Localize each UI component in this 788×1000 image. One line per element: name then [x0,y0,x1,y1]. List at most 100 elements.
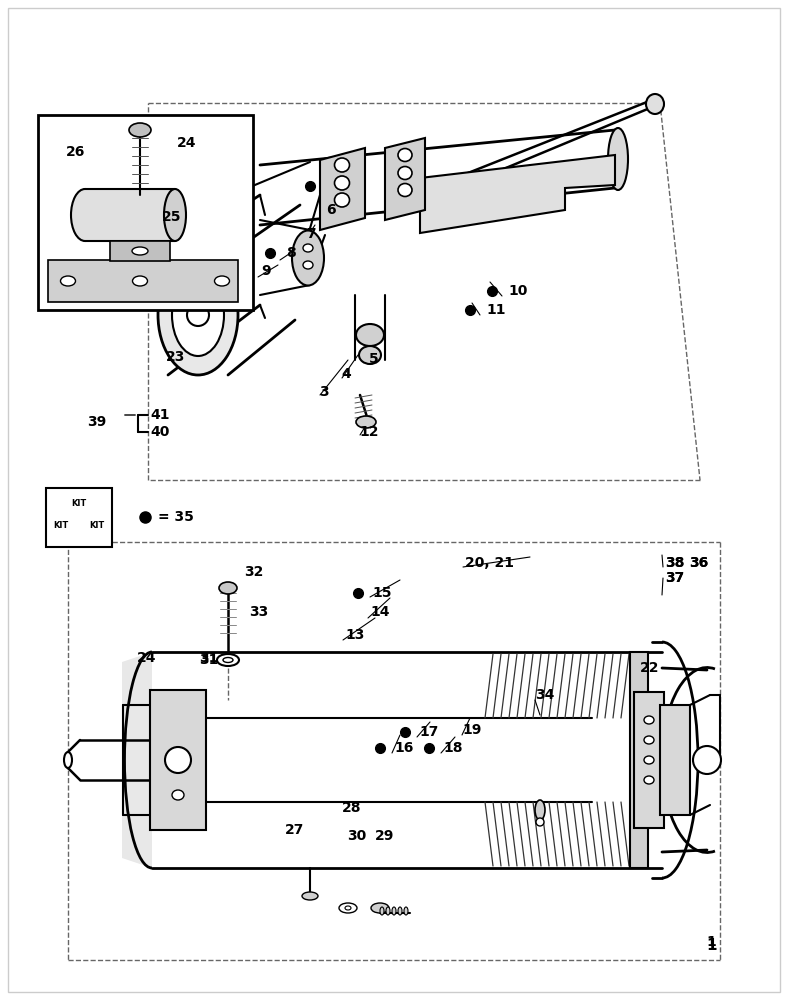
Text: 25: 25 [162,210,181,224]
Ellipse shape [61,276,76,286]
Bar [630,652,648,868]
Ellipse shape [303,244,313,252]
Text: 15: 15 [372,586,392,600]
Ellipse shape [386,907,390,915]
Text: 38: 38 [665,556,684,570]
Text: 1: 1 [706,938,716,952]
Text: 31: 31 [199,653,218,667]
Text: 28: 28 [342,801,362,815]
Polygon shape [320,148,365,230]
Text: 31: 31 [199,651,218,665]
Polygon shape [420,155,615,233]
Ellipse shape [398,907,402,915]
Bar [150,690,206,830]
Text: 20, 21: 20, 21 [465,556,514,570]
Text: 19: 19 [462,723,481,737]
Text: KIT: KIT [72,499,87,508]
Text: 41: 41 [150,408,169,422]
Ellipse shape [345,906,351,910]
Ellipse shape [646,94,664,114]
Ellipse shape [292,231,324,286]
Ellipse shape [535,800,545,820]
Ellipse shape [359,346,381,364]
Text: 17: 17 [419,725,438,739]
Ellipse shape [334,176,350,190]
Ellipse shape [398,166,412,180]
Ellipse shape [334,193,350,207]
Ellipse shape [64,752,72,768]
Text: KIT: KIT [54,520,69,530]
Text: 24: 24 [137,651,157,665]
Bar [48,260,238,302]
Ellipse shape [132,247,148,255]
Ellipse shape [303,261,313,269]
Text: 22: 22 [640,661,660,675]
Ellipse shape [339,903,357,913]
Ellipse shape [404,907,408,915]
Text: 8: 8 [286,246,296,260]
Bar [110,241,170,261]
Ellipse shape [608,128,628,190]
Text: = 35: = 35 [158,510,194,524]
Text: 29: 29 [375,829,394,843]
Ellipse shape [187,304,209,326]
Ellipse shape [398,184,412,196]
Ellipse shape [158,255,238,375]
Text: 24: 24 [177,136,196,150]
Ellipse shape [644,756,654,764]
Ellipse shape [693,746,721,774]
Text: 11: 11 [486,303,505,317]
Text: 26: 26 [66,145,85,159]
Ellipse shape [219,582,237,594]
Text: 9: 9 [261,264,270,278]
Text: KIT: KIT [89,520,105,530]
Ellipse shape [172,274,224,356]
Text: 37: 37 [665,571,684,585]
Text: 37: 37 [665,571,684,585]
Bar [660,705,690,815]
Text: 5: 5 [369,352,379,366]
Text: 16: 16 [394,741,414,755]
Text: 40: 40 [150,425,169,439]
Ellipse shape [536,818,544,826]
Text: 1: 1 [706,935,716,949]
Text: 36: 36 [689,556,708,570]
Ellipse shape [71,189,99,241]
Ellipse shape [132,276,147,286]
Text: 39: 39 [87,415,106,429]
Polygon shape [385,138,425,220]
Ellipse shape [644,736,654,744]
Bar [85,189,175,241]
Text: 12: 12 [359,425,378,439]
Text: 33: 33 [249,605,268,619]
Bar [38,115,253,310]
Ellipse shape [356,416,376,428]
Text: 10: 10 [508,284,527,298]
Ellipse shape [644,776,654,784]
Text: 3: 3 [319,385,329,399]
Text: 30: 30 [347,829,366,843]
FancyBboxPatch shape [46,488,112,547]
Ellipse shape [380,907,384,915]
Ellipse shape [172,790,184,800]
Bar [634,692,664,828]
Text: 7: 7 [306,227,316,241]
Ellipse shape [302,892,318,900]
Text: 34: 34 [535,688,555,702]
Text: 14: 14 [370,605,389,619]
Text: 23: 23 [166,350,185,364]
Ellipse shape [165,747,191,773]
Ellipse shape [356,324,384,346]
Text: 4: 4 [341,367,351,381]
Ellipse shape [371,903,389,913]
Text: 32: 32 [244,565,263,579]
Ellipse shape [334,158,350,172]
Text: 18: 18 [443,741,463,755]
Polygon shape [122,652,152,868]
Text: 38: 38 [665,556,684,570]
Ellipse shape [214,276,229,286]
Ellipse shape [164,189,186,241]
Ellipse shape [223,658,233,662]
Text: 27: 27 [285,823,304,837]
Text: 13: 13 [345,628,364,642]
